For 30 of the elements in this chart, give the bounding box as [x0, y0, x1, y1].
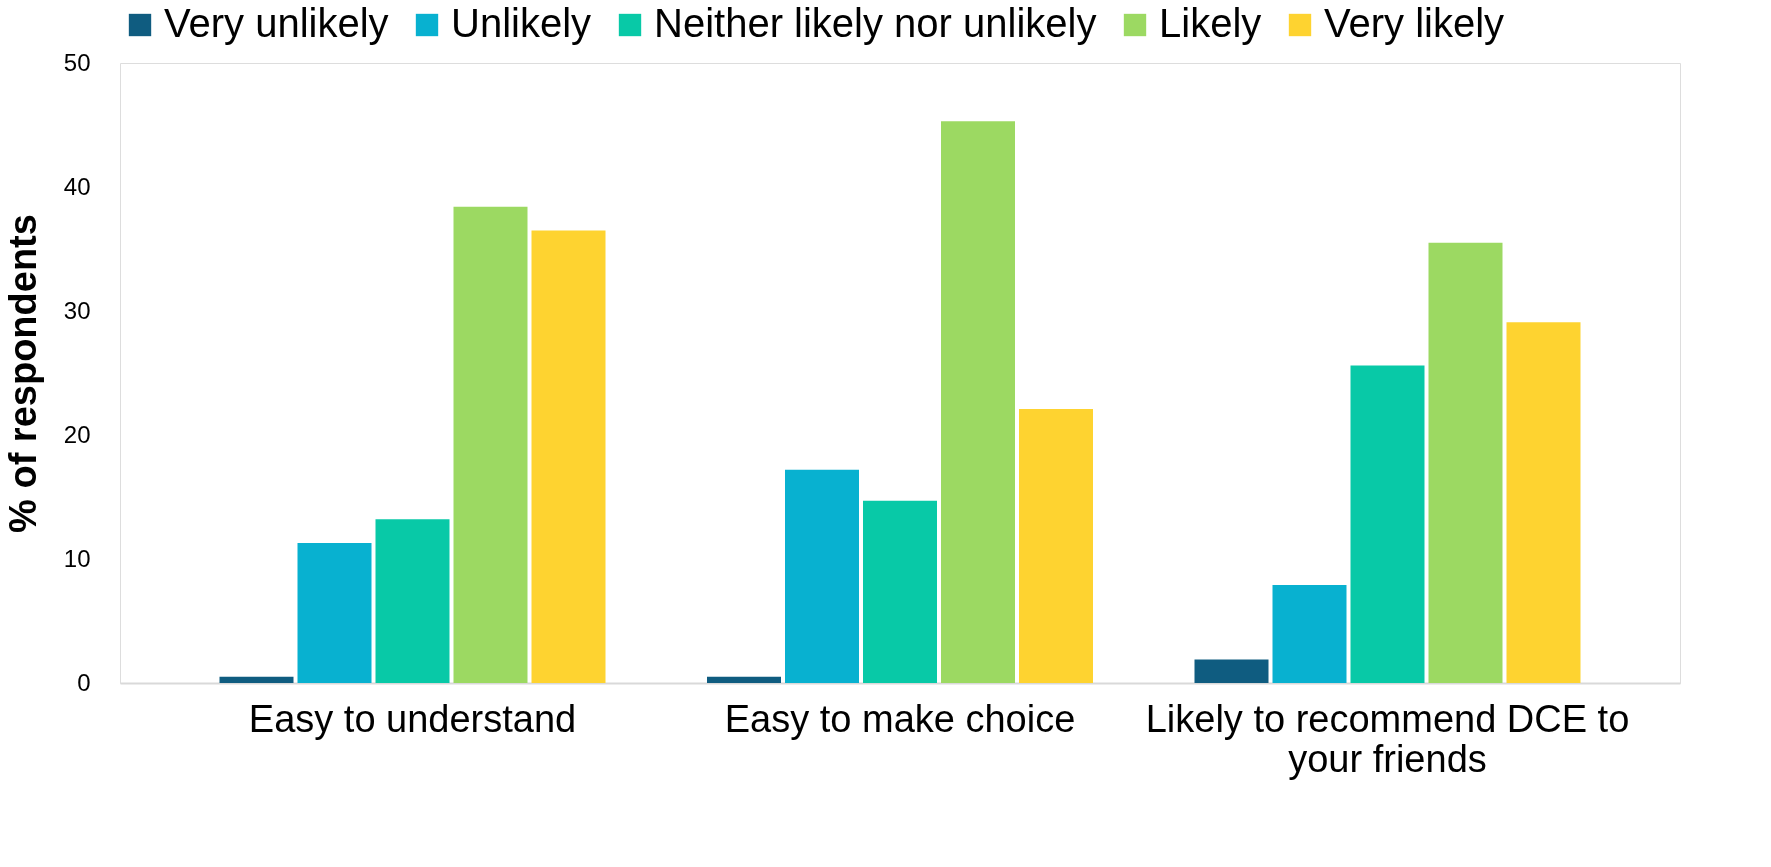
- x-tick-label: Easy to make choice: [724, 697, 1076, 740]
- bar: [863, 500, 937, 683]
- bar: [1272, 585, 1347, 683]
- y-tick-label: 40: [63, 172, 91, 200]
- bar: [1019, 408, 1093, 683]
- bar: [1194, 659, 1269, 683]
- bar: [531, 230, 606, 683]
- bar: [707, 676, 781, 683]
- legend-label: Very unlikely: [164, 1, 389, 45]
- legend-label: Very likely: [1324, 1, 1505, 45]
- x-tick-label: Easy to understand: [248, 697, 577, 740]
- bar: [941, 121, 1015, 683]
- y-tick-label: 30: [63, 296, 91, 324]
- y-tick-label: 50: [63, 48, 91, 76]
- y-axis-title: % of respondents: [1, 214, 44, 533]
- bar: [297, 542, 372, 683]
- bar: [1428, 242, 1503, 683]
- y-tick-label: 0: [77, 668, 91, 696]
- bar: [785, 469, 859, 683]
- legend-label: Neither likely nor unlikely: [654, 1, 1097, 45]
- legend-label: Unlikely: [451, 1, 592, 45]
- bar: [453, 206, 528, 683]
- bar: [375, 519, 450, 683]
- x-tick-label: Likely to recommend DCE to your friends: [1145, 697, 1630, 780]
- y-tick-label: 10: [63, 544, 91, 572]
- bar: [1350, 365, 1425, 683]
- legend-label: Likely: [1159, 1, 1262, 45]
- bar: [219, 676, 294, 683]
- y-tick-label: 20: [63, 420, 91, 448]
- bar: [1506, 322, 1581, 683]
